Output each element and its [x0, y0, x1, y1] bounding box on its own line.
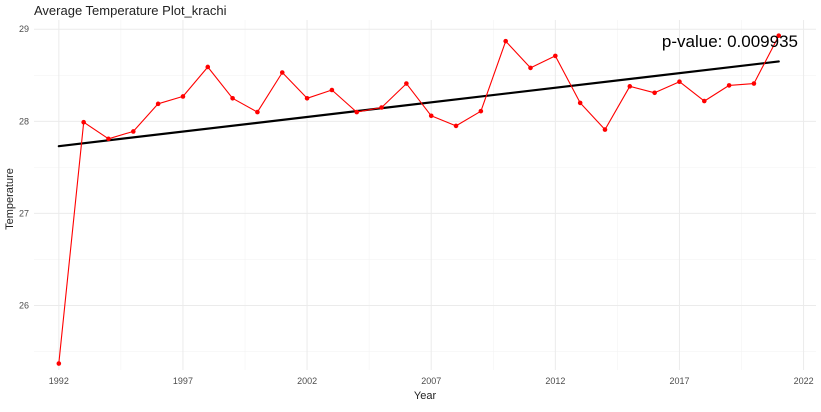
x-tick-label: 2002: [297, 376, 317, 386]
data-point: [180, 94, 186, 99]
chart-title: Average Temperature Plot_krachi: [34, 3, 227, 18]
data-point: [279, 70, 285, 75]
series-line-layer: [58, 35, 780, 364]
data-point: [106, 136, 111, 142]
y-tick-label: 28: [19, 116, 29, 126]
data-point: [652, 90, 657, 96]
data-point: [751, 81, 757, 86]
data-point: [528, 65, 533, 71]
x-tick-label: 2007: [421, 376, 441, 386]
y-axis-title: Temperature: [4, 168, 16, 230]
data-point: [379, 105, 384, 110]
y-tick-label: 27: [19, 208, 29, 218]
data-point: [81, 119, 86, 125]
y-tick-label: 26: [19, 301, 29, 311]
data-point: [453, 123, 459, 129]
data-point: [577, 100, 583, 106]
data-point: [205, 64, 211, 70]
data-point: [677, 79, 682, 85]
data-point: [553, 53, 558, 59]
data-point: [131, 129, 136, 134]
temperature-line: [58, 35, 780, 364]
data-point: [304, 95, 310, 101]
trend-line-layer: [57, 60, 780, 148]
data-point: [56, 361, 62, 366]
data-point: [726, 83, 732, 88]
data-point: [230, 95, 235, 101]
y-tick-labels: 26 27 28 29: [19, 24, 29, 310]
x-tick-label: 1992: [49, 376, 69, 386]
data-point: [428, 113, 434, 119]
gridlines: [34, 20, 816, 370]
x-tick-label: 1997: [173, 376, 193, 386]
series-points-layer: [56, 33, 782, 366]
data-point: [255, 109, 260, 115]
x-axis-title: Year: [414, 390, 437, 402]
data-point: [701, 98, 707, 104]
data-point: [354, 109, 360, 115]
data-point: [776, 33, 782, 38]
x-tick-label: 2017: [669, 376, 689, 386]
data-point: [602, 127, 608, 132]
x-tick-label: 2012: [545, 376, 565, 386]
data-point: [329, 87, 335, 93]
data-point: [627, 84, 633, 89]
data-point: [503, 38, 508, 44]
p-value-annotation: p-value: 0.009935: [662, 32, 798, 51]
data-point: [155, 101, 161, 107]
x-tick-labels: 1992 1997 2002 2007 2012 2017 2022: [49, 376, 814, 386]
trend-line: [57, 60, 780, 148]
x-tick-label: 2022: [794, 376, 814, 386]
y-tick-label: 29: [19, 24, 29, 34]
data-point: [404, 81, 409, 86]
data-point: [478, 108, 484, 114]
